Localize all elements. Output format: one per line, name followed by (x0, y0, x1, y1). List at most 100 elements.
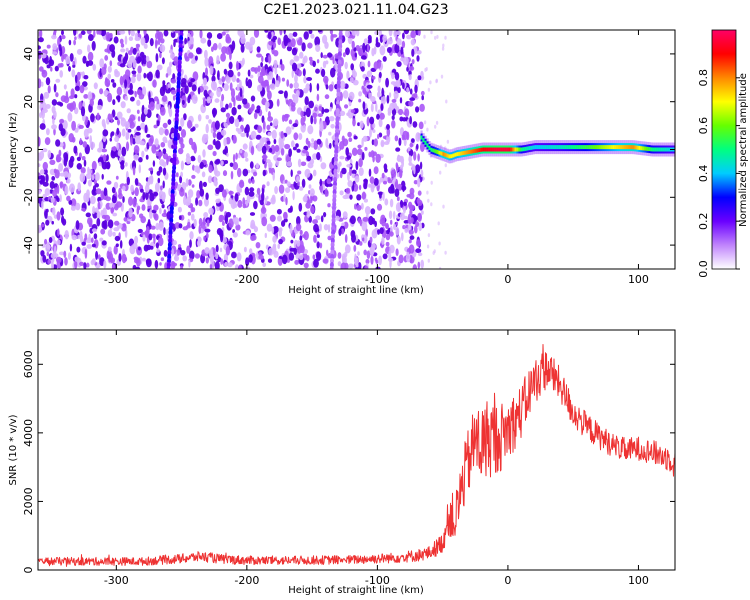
spectrogram-cell (214, 120, 220, 130)
y-tick-label: 0 (22, 567, 35, 574)
spectrogram-cell (406, 251, 410, 256)
spectrogram-cell (417, 177, 421, 188)
signal-core (492, 147, 495, 152)
spectrogram-cell (232, 134, 237, 144)
spectrogram-cell (395, 248, 399, 256)
spectrogram-cell (401, 185, 407, 191)
spectrogram-cell (363, 38, 369, 45)
signal-core (646, 146, 649, 151)
spectrogram-cell (170, 53, 175, 59)
spectrogram-cell (250, 223, 256, 230)
spectrogram-cell (68, 39, 72, 46)
spectrogram-cell (148, 233, 153, 241)
signal-core (616, 145, 619, 150)
spectrogram-cell (167, 119, 172, 125)
signal-core (644, 146, 647, 151)
spectrogram-cell (312, 153, 318, 160)
signal-core (510, 147, 513, 152)
spectrogram-cell (264, 232, 267, 239)
spectrogram-cell (39, 150, 45, 160)
spectrogram-cell (59, 119, 65, 124)
signal-core (444, 152, 447, 157)
spectrogram-cell (220, 107, 226, 113)
spectrogram-cell (408, 239, 412, 244)
signal-core (430, 147, 433, 152)
spectrogram-cell (273, 138, 277, 145)
spectrogram-cell (197, 154, 202, 164)
spectrogram-cell (79, 137, 82, 146)
signal-core (652, 147, 655, 152)
spectrogram-cell (352, 118, 356, 127)
x-tick-label: 100 (628, 574, 649, 587)
spectrogram-cell (358, 158, 363, 168)
spectrogram-cell (364, 206, 371, 215)
spectrogram-cell (380, 214, 386, 223)
spectrogram-cell (155, 242, 159, 249)
spectrogram-cell (305, 202, 311, 209)
spectrogram-cell (100, 190, 105, 201)
spectrogram-cell (110, 207, 115, 213)
spectrogram-cell (86, 262, 90, 268)
spectrogram-cell (402, 206, 406, 214)
x-tick-label: 100 (628, 273, 649, 286)
spectrogram-cell (344, 61, 348, 70)
spectrogram-cell (314, 106, 318, 112)
signal-core (440, 151, 443, 156)
spectrogram-cell (442, 43, 445, 48)
spectrogram-cell (143, 43, 148, 49)
spectrogram-cell (96, 112, 100, 121)
spectrogram-cell (54, 65, 59, 72)
colorbar-gradient (712, 30, 736, 269)
spectrogram-cell (396, 196, 400, 202)
spectrogram-cell (221, 76, 226, 83)
spectrogram-cell (420, 259, 425, 269)
spectrogram-cell (53, 83, 57, 93)
spectrogram-cell (349, 215, 356, 225)
spectrogram-cell (352, 70, 357, 78)
spectrogram-cell (220, 129, 227, 136)
signal-core (650, 147, 653, 152)
spectrogram-cell (216, 33, 223, 40)
spectrogram-cell (103, 260, 107, 269)
spectrogram-cell (387, 37, 393, 45)
spectrogram-cell (408, 229, 414, 235)
spectrogram-cell (76, 48, 83, 55)
spectrogram-cell (408, 74, 412, 81)
spectrogram-cell (318, 105, 323, 112)
spectrogram-cell (435, 120, 439, 125)
spectrogram-cell (346, 164, 352, 168)
spectrogram-cell (376, 59, 382, 69)
spectrogram-cell (137, 30, 140, 34)
signal-core (614, 145, 617, 150)
spectrogram-cell (256, 143, 260, 150)
spectrogram-cell (312, 60, 317, 68)
spectrogram-cell (161, 212, 168, 218)
signal-core (662, 147, 665, 152)
signal-core (524, 146, 527, 151)
spectrogram-cell (329, 30, 333, 35)
spectrogram-cell (48, 237, 53, 243)
spectrogram-cell (372, 129, 376, 134)
spectrogram-cell (173, 56, 179, 66)
spectrogram-cell (195, 197, 199, 206)
signal-core (610, 145, 613, 150)
spectrogram-cell (230, 88, 236, 99)
spectrogram-cell (372, 155, 375, 163)
signal-core (530, 145, 533, 150)
signal-core (656, 147, 659, 152)
spectrogram-cell (427, 233, 431, 238)
spectrogram-cell (137, 116, 141, 122)
spectrogram-cell (238, 188, 242, 193)
spectrogram-cell (313, 234, 317, 243)
spectrogram-cell (79, 230, 83, 238)
spectrogram-cell (396, 61, 402, 67)
spectrogram-cell (192, 126, 196, 131)
spectrogram-cell (347, 131, 352, 138)
spectrogram-cell (303, 231, 309, 241)
spectrogram-cell (134, 32, 138, 41)
spectrogram-cell (158, 166, 163, 173)
colorbar: 0.0 0.2 0.4 0.6 0.8 Normalized spectral ampl… (697, 29, 749, 278)
spectrogram-cell (235, 224, 241, 231)
spectrogram-cell (76, 71, 81, 81)
spectrogram-cell (136, 109, 140, 115)
